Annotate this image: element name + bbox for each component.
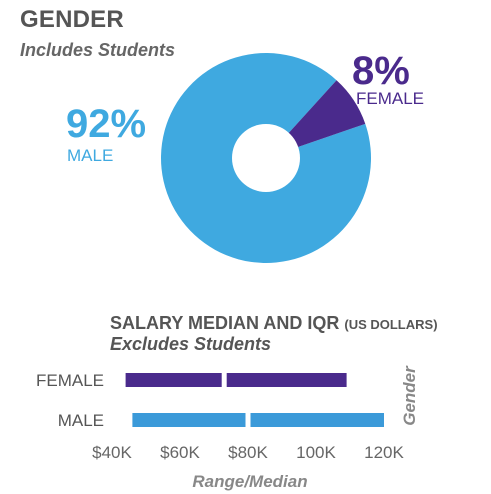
salary-chart-title-units: (US DOLLARS)	[344, 317, 438, 332]
female-percent-label: 8%	[352, 49, 410, 93]
female-category-label: FEMALE	[36, 371, 104, 390]
male-percent-label: 92%	[66, 102, 147, 146]
salary-chart-title-text: SALARY MEDIAN AND IQR	[110, 313, 340, 333]
male-category-label: MALE	[67, 146, 114, 165]
salary-chart-title: SALARY MEDIAN AND IQR (US DOLLARS)	[110, 313, 438, 334]
donut-hole	[232, 124, 300, 192]
x-tick-label: $60K	[160, 443, 200, 462]
x-tick-label: 120K	[364, 443, 404, 462]
x-axis-title: Range/Median	[192, 472, 307, 491]
male-bar-lower	[132, 413, 246, 427]
x-tick-label: $40K	[92, 443, 132, 462]
gender-donut-chart	[161, 53, 371, 264]
x-tick-label: 100K	[296, 443, 336, 462]
y-axis-title: Gender	[400, 365, 419, 426]
gender-chart-subtitle: Includes Students	[20, 40, 176, 60]
salary-chart-subtitle: Excludes Students	[110, 334, 272, 354]
male-bar-upper	[250, 413, 384, 427]
salary-range-chart: FEMALE MALE $40K $60K $80K 100K 120K Range/Me…	[36, 365, 419, 491]
male-category-label: MALE	[58, 411, 104, 430]
x-tick-label: $80K	[228, 443, 268, 462]
female-bar-upper	[226, 373, 347, 387]
female-category-label: FEMALE	[356, 89, 425, 108]
gender-chart-title: GENDER	[20, 6, 124, 33]
female-bar-lower	[125, 373, 222, 387]
